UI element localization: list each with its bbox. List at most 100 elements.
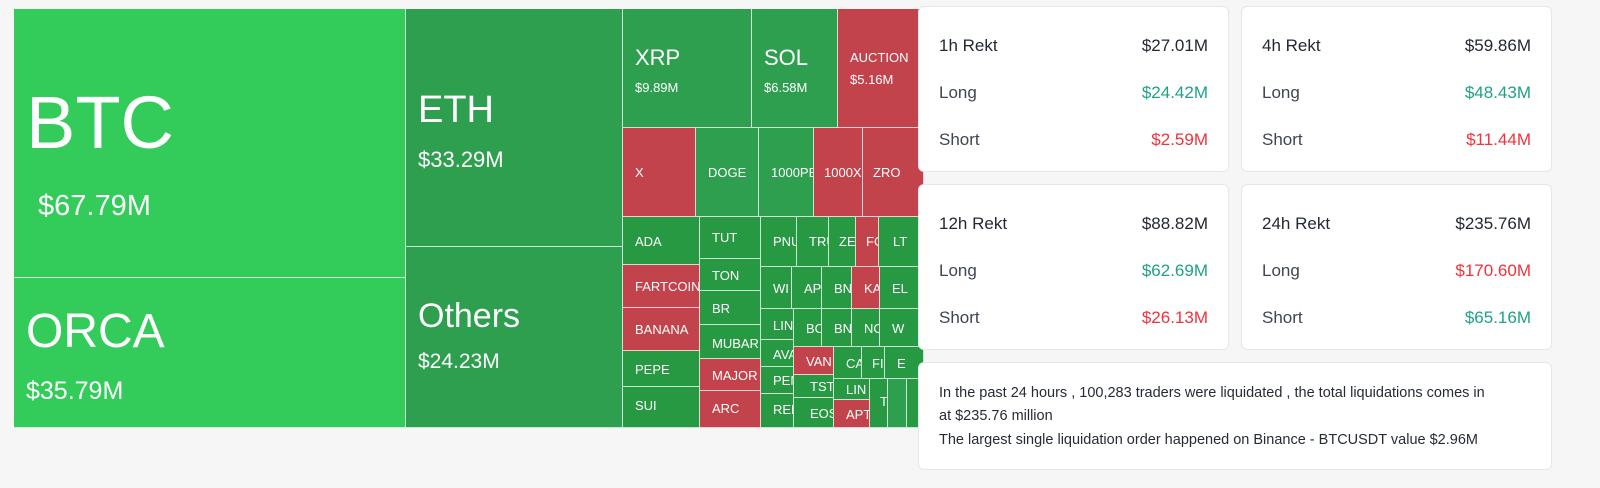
tile-bn-2[interactable]: BN [822,309,852,347]
card-title: 24h Rekt [1262,214,1331,233]
tile-misc-1[interactable] [888,379,907,428]
tile-x[interactable]: X [623,128,696,217]
tile-symbol: KA [864,281,880,296]
tile-symbol: TUT [712,230,738,245]
tile-btc[interactable]: BTC $67.79M [14,9,406,278]
card-header: 24h Rekt $235.76M [1262,213,1531,235]
tile-symbol: AUCTION [850,50,909,65]
tile-arc[interactable]: ARC [700,391,761,428]
tile-symbol: PEN [773,373,793,388]
tile-1000x[interactable]: 1000X [814,128,863,217]
tile-sui[interactable]: SUI [623,387,700,428]
card-header: 12h Rekt $88.82M [939,213,1208,235]
tile-red[interactable]: RED [761,394,794,428]
tile-symbol: RED [773,402,793,417]
tile-fo[interactable]: FO [856,217,879,267]
tile-ze[interactable]: ZE [829,217,856,267]
tile-orca[interactable]: ORCA $35.79M [14,278,406,428]
tile-ca[interactable]: CA [834,347,862,379]
tile-symbol: W [892,321,905,336]
tile-van[interactable]: VAN [794,347,834,375]
tile-xrp[interactable]: XRP $9.89M [623,9,752,128]
tile-symbol: TON [712,268,740,283]
card-title: 1h Rekt [939,36,998,55]
tile-symbol: EL [892,281,908,296]
tile-ap[interactable]: AP [792,267,822,309]
tile-major[interactable]: MAJOR [700,359,761,391]
tile-ton[interactable]: TON [700,259,761,291]
card-4h-rekt: 4h Rekt $59.86M Long $48.43M Short $11.4… [1241,6,1552,172]
tile-ava[interactable]: AVA [761,340,794,367]
card-total: $59.86M [1464,36,1531,55]
tile-eos[interactable]: EOS [794,398,834,428]
tile-symbol: BO [806,321,821,336]
tile-sol[interactable]: SOL $6.58M [752,9,838,128]
tile-symbol: CA [846,356,861,371]
tile-symbol: MAJOR [712,368,758,383]
tile-1000pe[interactable]: 1000PE [759,128,814,217]
tile-mubar[interactable]: MUBAR [700,325,761,359]
tile-symbol: PEPE [635,362,670,377]
tile-symbol: AVA [773,347,793,362]
tile-symbol: DOGE [708,165,747,180]
card-long-row: Long $48.43M [1262,82,1531,104]
tile-banana[interactable]: BANANA [623,308,700,351]
tile-doge[interactable]: DOGE [696,128,759,217]
tile-symbol: TST [810,379,834,394]
tile-symbol: BN [834,281,852,296]
long-value: $48.43M [1464,83,1531,102]
tile-symbol: XRP [635,45,681,70]
tile-e[interactable]: E [885,347,924,379]
tile-symbol: X [635,165,644,180]
tile-ada[interactable]: ADA [623,217,700,265]
tile-tst[interactable]: TST [794,375,834,398]
tile-symbol: APT [846,407,870,422]
short-label: Short [939,130,980,149]
tile-no[interactable]: NO [852,309,880,347]
summary-line-3: The largest single liquidation order hap… [939,432,1478,448]
tile-br[interactable]: BR [700,291,761,325]
tile-t[interactable]: T [870,379,888,428]
tile-pen[interactable]: PEN [761,367,794,394]
short-value: $2.59M [1151,130,1208,149]
tile-zro[interactable]: ZRO [863,128,924,217]
card-24h-rekt: 24h Rekt $235.76M Long $170.60M Short $6… [1241,184,1552,350]
card-header: 4h Rekt $59.86M [1262,35,1531,57]
tile-symbol: AP [804,281,822,296]
summary-line-1: In the past 24 hours , 100,283 traders w… [939,385,1485,401]
tile-fi[interactable]: FI [862,347,885,379]
tile-tru[interactable]: TRU [797,217,829,267]
tile-bn[interactable]: BN [822,267,852,309]
card-1h-rekt: 1h Rekt $27.01M Long $24.42M Short $2.59… [918,6,1229,172]
tile-auction[interactable]: AUCTION $5.16M [838,9,924,128]
tile-bo[interactable]: BO [794,309,822,347]
tile-value: $9.89M [635,80,679,95]
tile-symbol: ZE [839,234,856,249]
tile-symbol: LIN [846,382,867,397]
tile-pnu[interactable]: PNU [761,217,797,267]
long-label: Long [939,83,977,102]
long-value: $24.42M [1141,83,1208,102]
tile-lin[interactable]: LIN [834,379,870,400]
card-12h-rekt: 12h Rekt $88.82M Long $62.69M Short $26.… [918,184,1229,350]
tile-symbol: ZRO [873,165,901,180]
tile-wi[interactable]: WI [761,267,792,309]
tile-symbol: LT [893,234,908,249]
tile-symbol: BR [712,301,731,316]
tile-symbol: BN [834,321,852,336]
tile-symbol: FO [866,234,878,249]
tile-fartcoin[interactable]: FARTCOIN [623,265,700,308]
liquidation-treemap: BTC $67.79M ORCA $35.79M ETH $33.29M Oth… [14,9,924,428]
tile-tut[interactable]: TUT [700,217,761,259]
tile-value: $67.79M [38,190,151,222]
tile-apt[interactable]: APT [834,400,870,428]
tile-symbol: T [880,394,888,409]
tile-pepe[interactable]: PEPE [623,351,700,387]
tile-ka[interactable]: KA [852,267,880,309]
card-total: $235.76M [1455,214,1531,233]
tile-value: $5.16M [850,72,894,87]
tile-lt[interactable]: LT [879,217,924,267]
tile-lini[interactable]: LINI [761,309,794,340]
tile-others[interactable]: Others $24.23M [406,247,623,428]
tile-eth[interactable]: ETH $33.29M [406,9,623,247]
